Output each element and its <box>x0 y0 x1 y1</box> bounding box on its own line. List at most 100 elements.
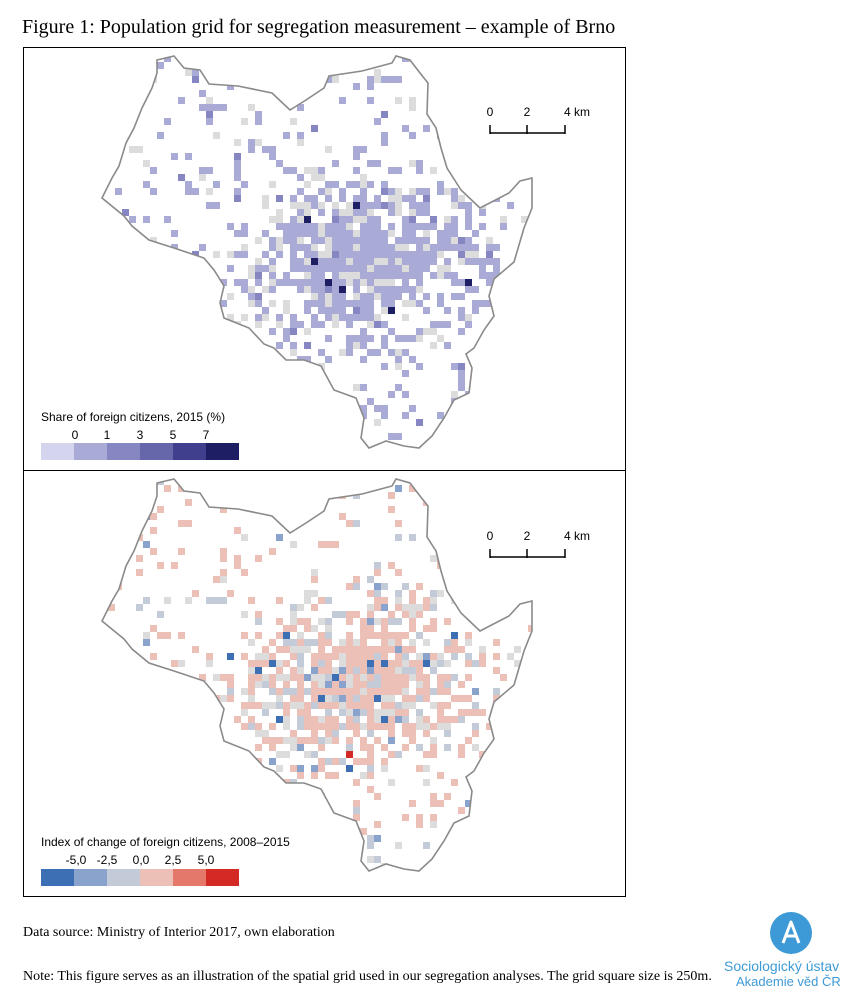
grid-cell <box>353 258 360 265</box>
grid-cell <box>374 821 381 828</box>
grid-cell <box>458 244 465 251</box>
grid-cell <box>493 188 500 195</box>
grid-cell <box>255 272 262 279</box>
grid-cell <box>311 237 318 244</box>
grid-cell <box>311 279 318 286</box>
grid-cell <box>409 258 416 265</box>
grid-cell <box>367 772 374 779</box>
grid-cell <box>374 265 381 272</box>
grid-cell <box>514 821 521 828</box>
grid-cell <box>360 237 367 244</box>
grid-cell <box>185 188 192 195</box>
grid-cell <box>486 300 493 307</box>
grid-cell <box>290 471 297 478</box>
grid-cell <box>395 286 402 293</box>
grid-cell <box>542 793 549 800</box>
grid-cell <box>171 342 178 349</box>
grid-cell <box>185 814 192 821</box>
grid-cell <box>360 265 367 272</box>
grid-cell <box>416 167 423 174</box>
grid-cell <box>234 167 241 174</box>
grid-cell <box>325 258 332 265</box>
grid-cell <box>122 125 129 132</box>
grid-cell <box>444 440 451 447</box>
grid-cell <box>472 440 479 447</box>
grid-cell <box>388 209 395 216</box>
grid-cell <box>325 632 332 639</box>
grid-cell <box>416 632 423 639</box>
grid-cell <box>311 251 318 258</box>
grid-cell <box>388 286 395 293</box>
grid-cell <box>332 286 339 293</box>
grid-cell <box>199 321 206 328</box>
grid-cell <box>423 265 430 272</box>
grid-cell <box>297 702 304 709</box>
grid-cell <box>332 646 339 653</box>
grid-cell <box>318 272 325 279</box>
grid-cell <box>465 660 472 667</box>
grid-cell <box>346 744 353 751</box>
grid-cell <box>290 279 297 286</box>
grid-cell <box>458 307 465 314</box>
grid-cell <box>367 688 374 695</box>
grid-cell <box>381 293 388 300</box>
grid-cell <box>451 716 458 723</box>
grid-cell <box>409 230 416 237</box>
grid-cell <box>122 370 129 377</box>
grid-cell <box>290 646 297 653</box>
grid-cell <box>102 520 108 527</box>
grid-cell <box>213 132 220 139</box>
grid-cell <box>521 237 528 244</box>
grid-cell <box>367 314 374 321</box>
grid-cell <box>444 244 451 251</box>
grid-cell <box>94 527 101 534</box>
grid-cell <box>374 279 381 286</box>
grid-cell <box>374 69 381 76</box>
grid-cell <box>150 335 157 342</box>
grid-cell <box>164 807 171 814</box>
grid-cell <box>423 639 430 646</box>
grid-cell <box>283 674 290 681</box>
grid-cell <box>479 363 486 370</box>
grid-cell <box>143 730 150 737</box>
grid-cell <box>129 814 136 821</box>
logo-a-icon <box>781 920 801 944</box>
grid-cell <box>143 674 150 681</box>
grid-cell <box>381 279 388 286</box>
grid-cell <box>367 181 374 188</box>
grid-cell <box>304 356 311 363</box>
grid-cell <box>136 716 143 723</box>
grid-cell <box>339 681 346 688</box>
grid-cell <box>472 744 479 751</box>
grid-cell <box>374 569 381 576</box>
grid-cell <box>206 118 213 125</box>
legend-swatch <box>140 869 173 886</box>
grid-cell <box>416 688 423 695</box>
grid-cell <box>248 286 255 293</box>
grid-cell <box>409 618 416 625</box>
grid-cell <box>388 562 395 569</box>
grid-cell <box>374 835 381 842</box>
grid-cell <box>423 765 430 772</box>
grid-cell <box>332 258 339 265</box>
grid-cell <box>318 597 325 604</box>
grid-cell <box>262 307 269 314</box>
grid-cell <box>437 800 444 807</box>
grid-cell <box>234 758 241 765</box>
grid-cell <box>143 300 150 307</box>
grid-cell <box>381 251 388 258</box>
grid-cell <box>381 695 388 702</box>
grid-cell <box>360 314 367 321</box>
grid-cell <box>402 195 409 202</box>
grid-cell <box>297 216 304 223</box>
grid-cell <box>304 265 311 272</box>
grid-cell <box>451 653 458 660</box>
grid-cell <box>367 884 374 891</box>
grid-cell <box>248 688 255 695</box>
grid-cell <box>220 104 227 111</box>
grid-cell <box>276 716 283 723</box>
grid-cell <box>241 793 248 800</box>
grid-cell <box>381 632 388 639</box>
grid-cell <box>192 69 199 76</box>
grid-cell <box>514 321 521 328</box>
